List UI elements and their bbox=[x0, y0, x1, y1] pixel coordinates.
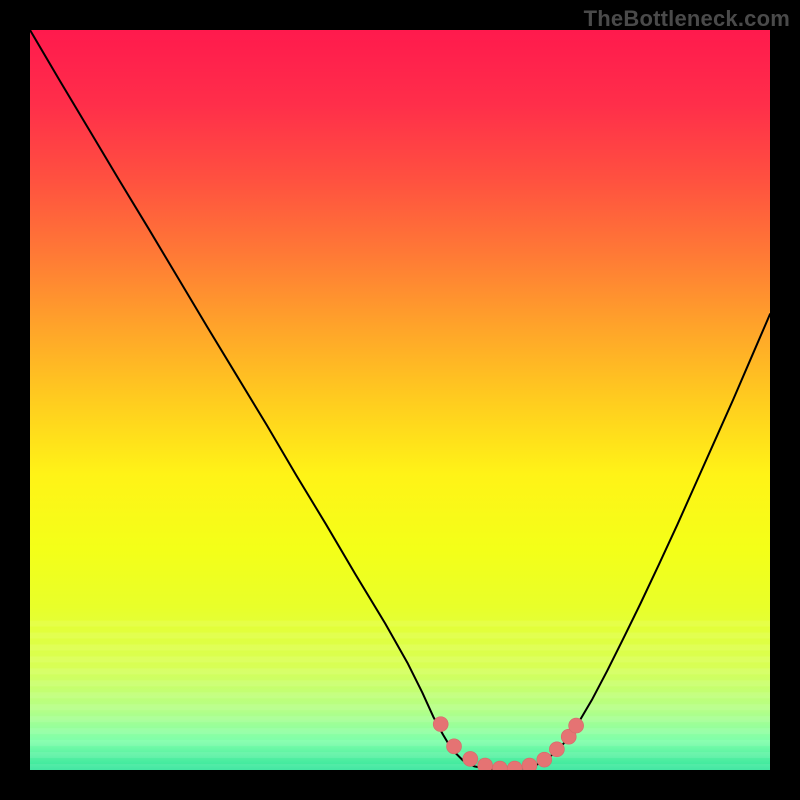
band-stripe bbox=[30, 764, 770, 770]
band-stripe bbox=[30, 692, 770, 698]
marker-point bbox=[522, 758, 537, 770]
plot-area bbox=[30, 30, 770, 770]
band-stripe bbox=[30, 704, 770, 710]
band-stripe bbox=[30, 728, 770, 734]
band-stripe bbox=[30, 656, 770, 662]
band-stripe bbox=[30, 680, 770, 686]
band-stripe bbox=[30, 633, 770, 639]
marker-point bbox=[537, 752, 552, 767]
chart-svg bbox=[30, 30, 770, 770]
band-stripe bbox=[30, 668, 770, 674]
marker-point bbox=[433, 717, 448, 732]
marker-point bbox=[478, 758, 493, 770]
marker-point bbox=[549, 742, 564, 757]
band-stripe bbox=[30, 740, 770, 746]
watermark-text: TheBottleneck.com bbox=[584, 6, 790, 32]
marker-point bbox=[569, 718, 584, 733]
band-stripe bbox=[30, 716, 770, 722]
marker-point bbox=[463, 751, 478, 766]
band-stripe bbox=[30, 752, 770, 758]
marker-point bbox=[447, 739, 462, 754]
band-stripe bbox=[30, 621, 770, 627]
chart-container: TheBottleneck.com bbox=[0, 0, 800, 800]
